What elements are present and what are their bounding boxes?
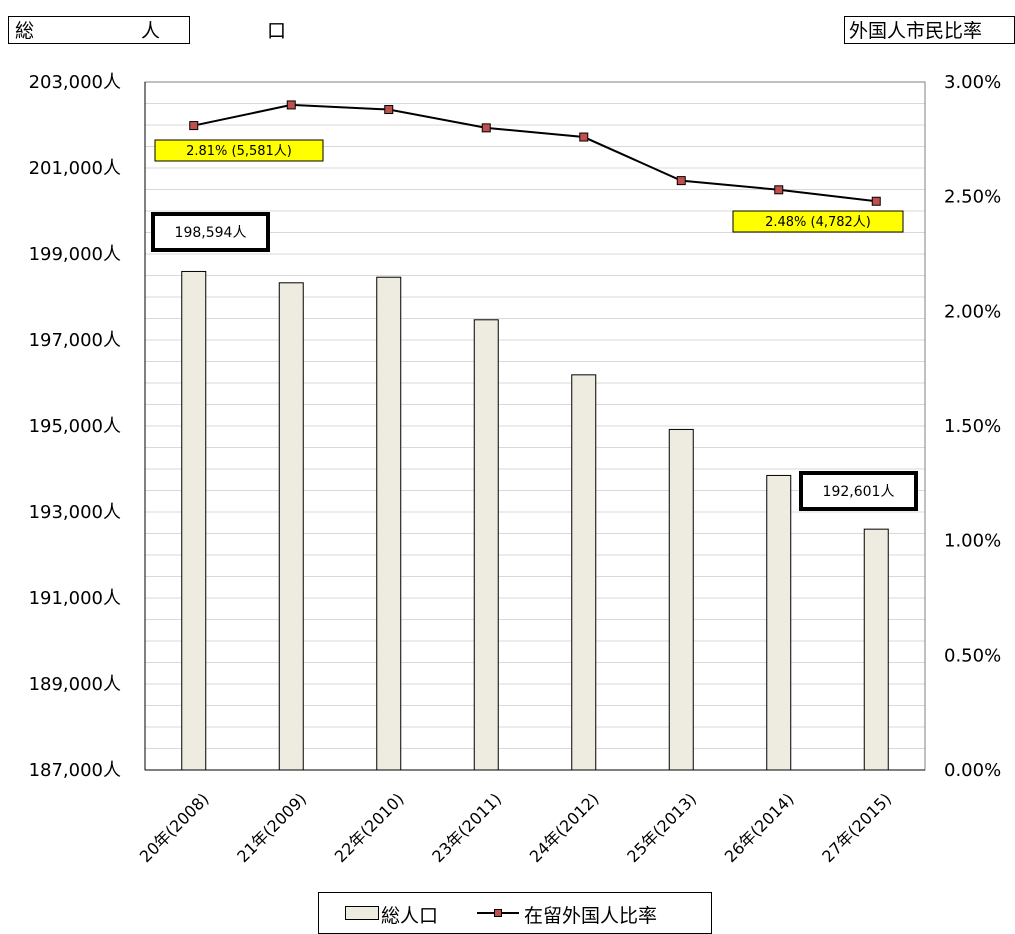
- y-right-tick-label: 2.00%: [944, 301, 1001, 322]
- bar: [278, 282, 304, 771]
- axes: [144, 82, 925, 771]
- line-series: [189, 100, 881, 206]
- y-axis-right-labels: 0.00% 0.50% 1.00% 1.50% 2.00% 2.50% 3.00%: [944, 72, 1001, 781]
- gridlines: [144, 81, 926, 771]
- bar-first-label-box: [151, 212, 270, 252]
- y-left-tick-label: 199,000人: [29, 244, 121, 265]
- y-right-tick-label: 1.00%: [944, 531, 1001, 552]
- line-last-label-box: [732, 210, 904, 233]
- legend-line-label: 在留外国人比率: [524, 905, 658, 927]
- legend-line-marker: [494, 909, 502, 917]
- y-right-tick-label: 1.50%: [944, 416, 1001, 437]
- line-last-label-text: 2.48% (4,782人): [765, 215, 871, 230]
- y-axis-left-labels: 187,000人 189,000人 191,000人 193,000人 195,000人…: [29, 72, 121, 781]
- bar: [863, 528, 889, 771]
- y-left-tick-label: 191,000人: [29, 588, 121, 609]
- x-tick-label: 25年(2013): [623, 789, 700, 866]
- y-left-tick-label: 197,000人: [29, 330, 121, 351]
- y-right-tick-label: 3.00%: [944, 72, 1001, 93]
- bar: [571, 374, 597, 771]
- line-first-label-box: [154, 139, 324, 162]
- right-axis-title: 外国人市民比率: [844, 16, 1015, 44]
- line-marker: [871, 196, 881, 206]
- line-marker: [579, 132, 589, 142]
- y-left-tick-label: 193,000人: [29, 502, 121, 523]
- x-tick-label: 20年(2008): [136, 789, 213, 866]
- bar: [376, 276, 402, 771]
- bar-series: [181, 270, 889, 771]
- y-left-tick-label: 189,000人: [29, 674, 121, 695]
- line-marker: [774, 185, 784, 195]
- bar-last-label-box: [799, 471, 918, 511]
- bar-first-label-text: 198,594人: [175, 225, 247, 241]
- x-tick-label: 27年(2015): [818, 789, 895, 866]
- bar: [766, 474, 792, 771]
- y-left-tick-label: 201,000人: [29, 158, 121, 179]
- x-tick-label: 24年(2012): [526, 789, 603, 866]
- x-axis-labels: 20年(2008) 21年(2009) 22年(2010) 23年(2011) 24年(…: [136, 789, 895, 866]
- x-tick-label: 26年(2014): [721, 789, 798, 866]
- x-tick-label: 21年(2009): [233, 789, 310, 866]
- legend: 総人口 在留外国人比率: [318, 892, 712, 934]
- y-left-tick-label: 195,000人: [29, 416, 121, 437]
- annotations: 198,594人 192,601人 2.81% (5,581人) 2.48% (4,7…: [151, 139, 918, 511]
- y-right-tick-label: 2.50%: [944, 187, 1001, 208]
- line-first-label-text: 2.81% (5,581人): [186, 144, 292, 159]
- y-right-tick-label: 0.00%: [944, 760, 1001, 781]
- y-left-tick-label: 203,000人: [29, 72, 121, 93]
- bar: [181, 270, 207, 771]
- legend-bar-swatch: [345, 906, 379, 920]
- x-tick-label: 23年(2011): [428, 789, 505, 866]
- line-marker: [189, 121, 199, 131]
- line-marker: [481, 123, 491, 133]
- bar: [668, 428, 694, 771]
- line-marker: [676, 176, 686, 186]
- y-left-tick-label: 187,000人: [29, 760, 121, 781]
- line-marker: [384, 105, 394, 115]
- line-path: [193, 103, 877, 203]
- bar-last-label-text: 192,601人: [823, 484, 895, 500]
- line-marker: [286, 100, 296, 110]
- x-tick-label: 22年(2010): [331, 789, 408, 866]
- legend-bar-label: 総人口: [381, 905, 439, 927]
- y-right-tick-label: 0.50%: [944, 645, 1001, 666]
- bar: [473, 319, 499, 771]
